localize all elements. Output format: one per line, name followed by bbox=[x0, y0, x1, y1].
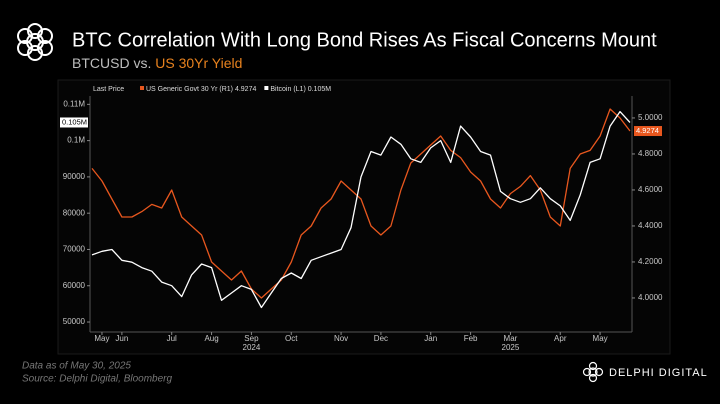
plot-panel bbox=[57, 79, 671, 355]
legend-label: Bitcoin (L1) 0.105M bbox=[270, 86, 331, 93]
x-tick-label: Sep bbox=[244, 334, 259, 343]
last-value-box bbox=[60, 117, 88, 128]
x-tick-label: Nov bbox=[334, 334, 348, 343]
y-tick-label: 60000 bbox=[63, 281, 86, 290]
y-tick-label: 80000 bbox=[63, 208, 86, 217]
x-sub-label: 2024 bbox=[243, 343, 261, 352]
y2-tick-label: 4.2000 bbox=[638, 257, 663, 266]
legend-swatch bbox=[264, 86, 269, 90]
y2-tick-label: 4.8000 bbox=[638, 149, 663, 158]
series-line bbox=[91, 110, 631, 309]
chart-title: BTC Correlation With Long Bond Rises As … bbox=[72, 29, 657, 51]
y-tick-label: 90000 bbox=[63, 172, 86, 181]
x-tick-label: May bbox=[593, 334, 608, 343]
brand-name: DELPHI DIGITAL bbox=[609, 367, 708, 379]
x-tick-label: Apr bbox=[554, 334, 567, 343]
legend-title: Last Price bbox=[93, 86, 124, 93]
x-tick-label: Oct bbox=[285, 334, 298, 343]
legend-swatch bbox=[140, 86, 144, 90]
y2-tick-label: 4.4000 bbox=[638, 221, 663, 230]
y2-tick-label: 5.0000 bbox=[638, 113, 663, 122]
subtitle-part: BTCUSD vs. bbox=[72, 55, 151, 71]
x-tick-label: Mar bbox=[504, 334, 518, 343]
y-tick-label: 0.1M bbox=[67, 136, 85, 145]
y-tick-label: 50000 bbox=[63, 317, 86, 326]
legend-label: US Generic Govt 30 Yr (R1) 4.9274 bbox=[146, 86, 256, 93]
last-value-box bbox=[634, 126, 662, 137]
chart-subtitle: BTCUSD vs. US 30Yr Yield bbox=[72, 55, 242, 71]
x-tick-label: Jan bbox=[424, 334, 437, 343]
y-tick-label: 70000 bbox=[63, 245, 86, 254]
x-sub-label: 2025 bbox=[502, 343, 520, 352]
footer-source: Source: Delphi Digital, Bloomberg bbox=[22, 374, 173, 385]
x-tick-label: Aug bbox=[204, 334, 218, 343]
last-value-label: 4.9274 bbox=[636, 126, 659, 135]
last-value-label: 0.105M bbox=[62, 117, 87, 126]
series-line bbox=[91, 108, 631, 299]
y2-tick-label: 4.6000 bbox=[638, 185, 663, 194]
logo bbox=[17, 23, 53, 61]
brand-logo bbox=[582, 361, 604, 383]
x-tick-label: Jun bbox=[115, 334, 128, 343]
y2-tick-label: 4.0000 bbox=[638, 293, 663, 302]
x-tick-label: Dec bbox=[374, 334, 388, 343]
x-tick-label: Jul bbox=[167, 334, 177, 343]
x-tick-label: Feb bbox=[464, 334, 478, 343]
subtitle-part: US 30Yr Yield bbox=[155, 55, 242, 71]
footer-note: Data as of May 30, 2025 bbox=[22, 361, 131, 372]
x-tick-label: May bbox=[94, 334, 109, 343]
y-tick-label: 0.11M bbox=[63, 99, 85, 108]
